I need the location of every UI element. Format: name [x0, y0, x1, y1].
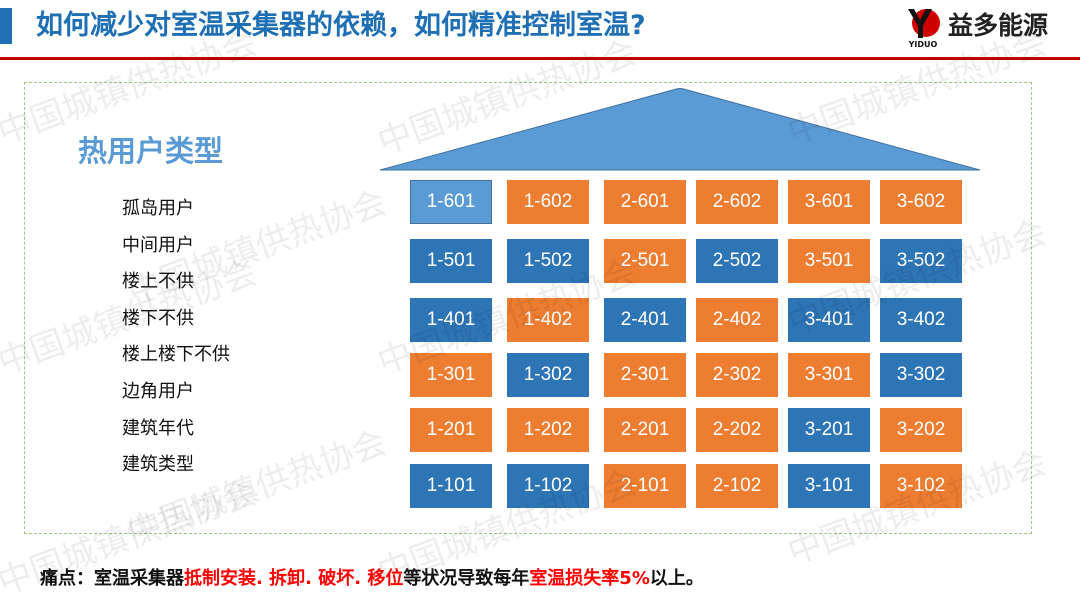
apartment-cell: 3-302: [880, 353, 962, 397]
user-type-item: 建筑类型: [122, 454, 194, 476]
user-type-item: 孤岛用户: [122, 198, 194, 219]
apartment-cell: 2-201: [604, 408, 686, 452]
note-text: 以上。: [649, 568, 704, 589]
user-type-list: 孤岛用户中间用户楼上不供楼下不供楼上楼下不供 边角用户建筑年代建筑类型: [122, 196, 230, 489]
user-type-item: 楼上不供: [122, 271, 194, 293]
section-title: 热用户类型: [78, 134, 224, 168]
pain-point-note: 痛点：室温采集器抵制安装. 拆卸. 破坏. 移位等状况导致每年室温损失率5%以上…: [40, 564, 704, 590]
apartment-cell: 3-102: [880, 464, 962, 508]
page-title: 如何减少对室温采集器的依赖，如何精准控制室温?: [36, 10, 646, 41]
apartment-cell: 1-101: [410, 464, 492, 508]
house-roof: [380, 88, 980, 171]
header-divider: [0, 57, 1080, 60]
apartment-cell: 3-502: [880, 239, 962, 283]
user-type-item: 中间用户: [122, 234, 194, 256]
title-accent-bar: [0, 8, 12, 44]
apartment-cell: 2-602: [696, 180, 778, 224]
brand-logo: YIDUO: [908, 9, 940, 48]
apartment-cell: 2-101: [604, 464, 686, 508]
apartment-cell: 1-102: [507, 464, 589, 508]
apartment-cell: 3-201: [788, 408, 870, 452]
brand-name: 益多能源: [948, 11, 1049, 40]
apartment-cell: 2-601: [604, 180, 686, 224]
apartment-cell: 3-101: [788, 464, 870, 508]
apartment-cell: 2-202: [696, 408, 778, 452]
apartment-cell: 2-401: [604, 298, 686, 342]
apartment-cell: 1-201: [410, 408, 492, 452]
apartment-cell: 1-401: [410, 298, 492, 342]
apartment-cell: 1-501: [410, 239, 492, 283]
user-type-item: 建筑年代: [122, 417, 194, 439]
apartment-cell: 3-202: [880, 408, 962, 452]
apartment-cell: 2-402: [696, 298, 778, 342]
apartment-cell: 2-502: [696, 239, 778, 283]
apartment-cell: 1-402: [507, 298, 589, 342]
note-highlight: 室温损失率5%: [529, 568, 650, 589]
apartment-cell: 2-302: [696, 353, 778, 397]
apartment-cell: 3-402: [880, 298, 962, 342]
apartment-cell: 1-502: [507, 239, 589, 283]
apartment-cell: 1-302: [507, 353, 589, 397]
apartment-cell: 3-501: [788, 239, 870, 283]
apartment-cell: 2-501: [604, 239, 686, 283]
user-type-item: 楼上楼下不供: [122, 344, 230, 366]
content-frame: [24, 82, 1032, 534]
note-text: 等状况导致每年: [403, 568, 530, 589]
apartment-cell: 1-301: [410, 353, 492, 397]
user-type-item: 边角用户: [122, 380, 194, 402]
apartment-cell: 3-301: [788, 353, 870, 397]
note-text: 痛点：室温采集器: [40, 568, 184, 589]
apartment-cell: 3-602: [880, 180, 962, 224]
apartment-cell: 3-601: [788, 180, 870, 224]
apartment-cell: 1-202: [507, 408, 589, 452]
apartment-cell: 2-301: [604, 353, 686, 397]
apartment-cell: 1-602: [507, 180, 589, 224]
apartment-cell: 2-102: [696, 464, 778, 508]
note-highlight: 抵制安装. 拆卸. 破坏. 移位: [184, 568, 404, 589]
apartment-cell: 3-401: [788, 298, 870, 342]
apartment-cell: 1-601: [410, 180, 492, 224]
logo-text: YIDUO: [908, 40, 938, 48]
user-type-item: 楼下不供: [122, 307, 194, 329]
